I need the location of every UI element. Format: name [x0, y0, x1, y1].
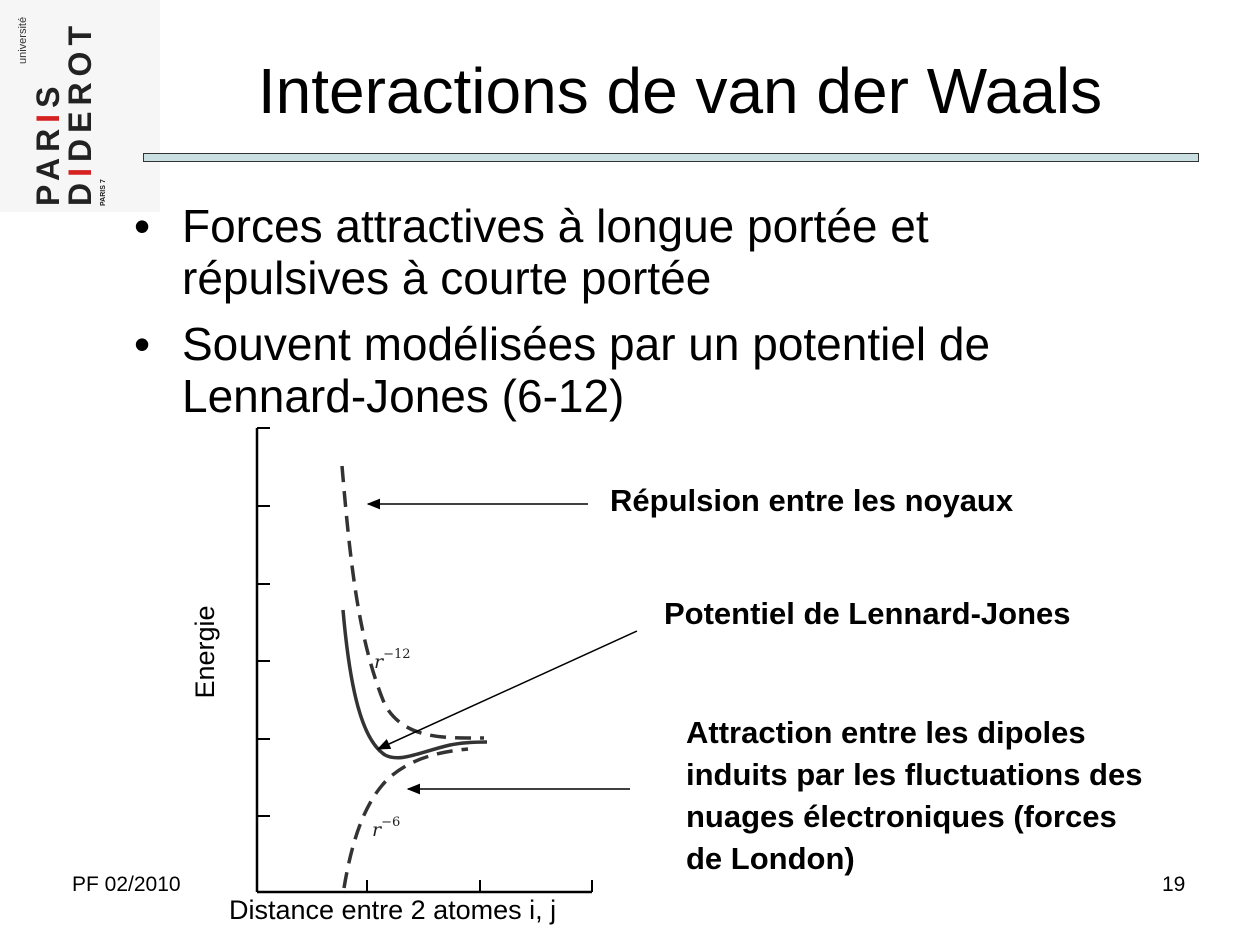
- lennard-jones-curve: [341, 609, 488, 760]
- attraction-line: nuages électroniques (forces: [686, 799, 1117, 834]
- bullet-text: Forces attractives à longue portée et ré…: [182, 200, 929, 304]
- y-axis-label: Energie: [190, 605, 220, 698]
- repulsion-r12-curve: [340, 465, 485, 740]
- attraction-annotation: Attraction entre les dipoles induits par…: [686, 712, 1142, 880]
- attraction-line: induits par les fluctuations des: [686, 757, 1143, 792]
- bullet-text: Souvent modélisées par un potentiel de L…: [182, 318, 991, 422]
- potentiel-annotation: Potentiel de Lennard-Jones: [664, 596, 1071, 631]
- university-logo: université PARIS DIDEROT PARIS 7: [0, 0, 160, 212]
- slide-title: Interactions de van der Waals: [257, 55, 1103, 127]
- attraction-r6-curve: [342, 747, 469, 889]
- attraction-line: Attraction entre les dipoles: [686, 715, 1086, 750]
- y-axis-ticks: [257, 427, 270, 817]
- bullet-list: • Forces attractives à longue portée et …: [134, 200, 1134, 436]
- x-axis-ticks: [366, 880, 593, 892]
- bullet-item: • Forces attractives à longue portée et …: [134, 200, 1134, 304]
- bullet-item: • Souvent modélisées par un potentiel de…: [134, 318, 1134, 422]
- r6-label: r−6: [372, 815, 400, 841]
- footer-date: PF 02/2010: [72, 873, 181, 896]
- bullet-dot: •: [134, 318, 151, 370]
- x-axis-label: Distance entre 2 atomes i, j: [229, 895, 557, 925]
- bullet-dot: •: [134, 200, 151, 252]
- r12-label: r−12: [374, 647, 411, 673]
- attraction-line: de London): [686, 841, 855, 876]
- potentiel-arrow: [376, 630, 638, 750]
- repulsion-annotation: Répulsion entre les noyaux: [610, 483, 1014, 518]
- title-underline: [143, 153, 1199, 162]
- page-number: 19: [1162, 873, 1186, 896]
